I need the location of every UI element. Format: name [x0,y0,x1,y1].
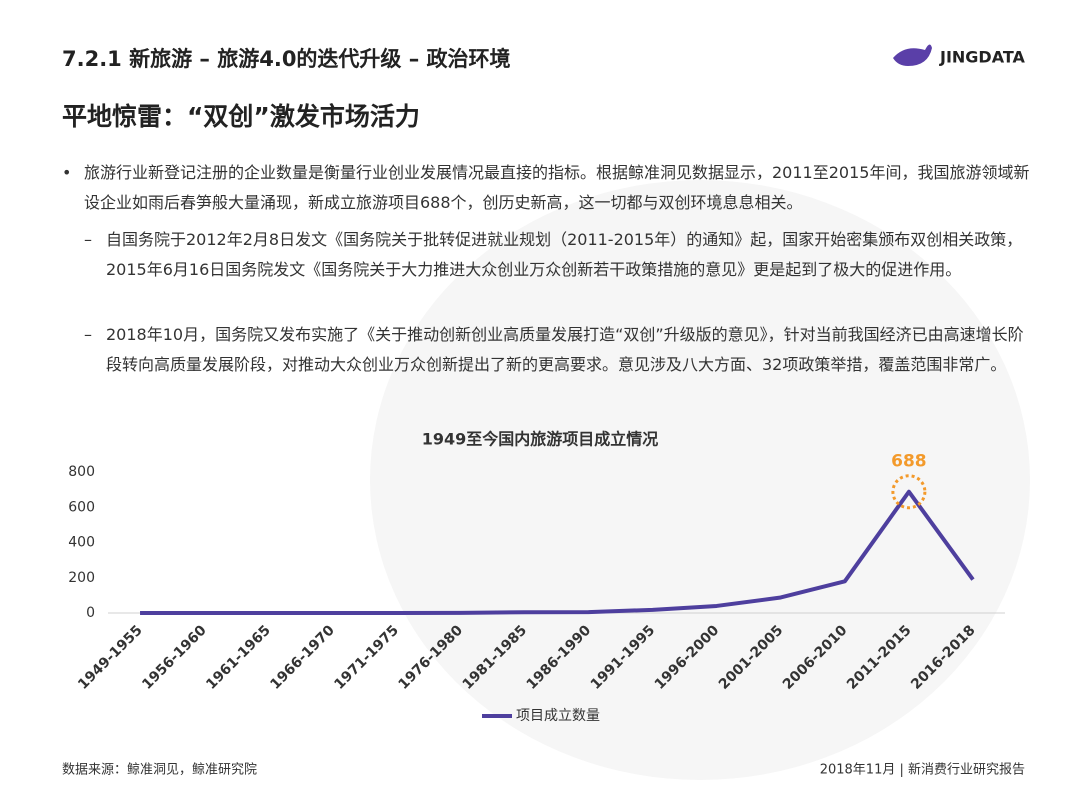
x-tick-label: 1966-1970 [267,622,338,693]
heading: 平地惊雷：“双创”激发市场活力 [62,102,420,131]
y-tick-label: 600 [68,499,95,515]
bullet-dot: • [62,163,72,182]
sub-bullet: 自国务院于2012年2月8日发文《国务院关于批转促进就业规划（2011-2015… [106,230,1023,279]
highlight-circle [891,474,927,510]
x-tick-label: 1949-1955 [75,622,146,693]
y-tick-label: 400 [68,535,95,551]
logo-icon [893,44,932,66]
sub-dash: – [84,230,92,249]
source: 数据来源：鲸准洞见，鲸准研究院 [62,763,257,778]
line [140,489,975,615]
legend-label: 项目成立数量 [516,708,600,724]
y-tick-label: 0 [86,605,95,621]
bullet-text: 旅游行业新登记注册的企业数量是衡量行业创业发展情况最直接的指标。根据鲸准洞见数据… [84,163,1030,212]
watermark [370,180,1030,780]
y-tick-label: 800 [68,464,95,480]
page-title: 7.2.1 新旅游 – 旅游4.0的迭代升级 – 政治环境 [62,47,511,71]
x-tick-label: 1971-1975 [331,622,402,693]
annotation-label: 688 [891,452,927,472]
sub-dash: – [84,325,92,344]
footer-right: 2018年11月 | 新消费行业研究报告 [820,762,1025,778]
logo-text: JINGDATA [939,48,1026,67]
sub-bullet: 2018年10月，国务院又发布实施了《关于推动创新创业高质量发展打造“双创”升级… [106,325,1024,374]
y-tick-label: 200 [68,570,95,586]
x-tick-label: 1956-1960 [139,622,210,693]
chart-title: 1949至今国内旅游项目成立情况 [422,430,659,449]
x-tick-label: 1961-1965 [203,622,274,693]
